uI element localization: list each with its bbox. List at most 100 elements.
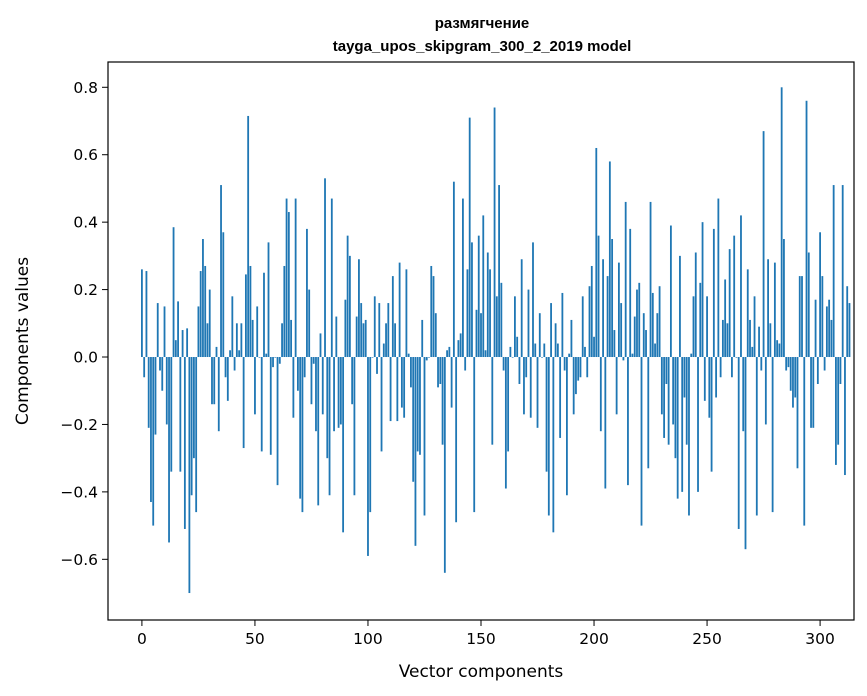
bar — [787, 357, 790, 368]
bar — [780, 87, 783, 358]
bar — [473, 357, 476, 513]
bar — [509, 346, 512, 358]
bar — [841, 185, 844, 358]
bar — [835, 357, 837, 465]
bar — [556, 343, 559, 358]
bar — [156, 303, 159, 358]
bar — [208, 289, 211, 358]
y-tick-label: −0.2 — [60, 416, 98, 434]
bar — [238, 350, 241, 358]
bar — [369, 357, 372, 513]
bar — [532, 242, 534, 358]
bar — [541, 357, 543, 358]
bar — [823, 357, 826, 371]
bar — [728, 249, 731, 358]
bar — [814, 299, 817, 358]
bar — [312, 357, 315, 364]
bar — [439, 357, 442, 384]
bar — [468, 117, 471, 358]
bar — [491, 357, 494, 445]
bar — [419, 357, 421, 455]
bar — [385, 323, 387, 358]
bar — [204, 265, 207, 358]
bar — [663, 357, 666, 438]
bar — [475, 309, 478, 358]
bar — [319, 333, 322, 358]
bar — [168, 357, 170, 543]
bar — [744, 357, 747, 550]
bar — [493, 107, 496, 358]
bar — [186, 328, 189, 358]
bar — [773, 262, 776, 358]
bar — [764, 357, 767, 425]
bar — [141, 269, 143, 358]
bar — [543, 343, 546, 358]
bar — [660, 357, 663, 415]
bar — [355, 316, 358, 358]
bar — [310, 357, 313, 405]
bar — [717, 198, 720, 358]
bar — [647, 357, 650, 469]
bar — [324, 178, 326, 358]
bar — [263, 272, 265, 358]
bar — [715, 357, 718, 398]
x-axis-label: Vector components — [399, 662, 564, 682]
bar — [371, 357, 374, 358]
bar — [604, 357, 607, 489]
bar — [240, 323, 243, 358]
bar — [638, 282, 641, 358]
bar — [480, 313, 482, 358]
bar — [269, 357, 272, 455]
bar — [224, 357, 227, 378]
bar — [785, 357, 788, 371]
bar — [152, 357, 155, 526]
bar — [674, 357, 677, 459]
bar — [737, 357, 740, 529]
bar — [595, 147, 598, 358]
bar — [640, 357, 643, 526]
bar — [423, 357, 426, 516]
bar — [215, 346, 218, 358]
chart-title-line1: размягчение — [435, 15, 530, 32]
bar — [597, 235, 600, 358]
bar — [721, 319, 724, 358]
bar — [455, 357, 458, 523]
bar — [789, 357, 792, 391]
bar — [147, 357, 150, 428]
bar — [213, 357, 216, 405]
bar — [172, 227, 175, 358]
bar — [724, 279, 727, 358]
bar — [306, 228, 308, 358]
bar — [602, 259, 604, 358]
bar — [767, 259, 769, 358]
bar — [197, 306, 200, 358]
bar — [256, 306, 259, 358]
bar — [516, 336, 519, 358]
bar — [398, 262, 401, 358]
bar — [694, 252, 697, 358]
bar — [394, 323, 396, 358]
bar — [346, 235, 349, 358]
bar — [726, 323, 729, 358]
bar — [285, 198, 288, 358]
bar — [579, 357, 582, 378]
bar — [193, 357, 195, 459]
bar — [590, 265, 593, 358]
bar — [608, 161, 611, 358]
bar — [624, 201, 627, 358]
bar — [342, 357, 345, 533]
bar — [819, 232, 821, 358]
bar — [380, 357, 383, 452]
bar — [753, 296, 756, 358]
y-tick-label: 0.4 — [73, 214, 98, 232]
bar — [518, 357, 521, 384]
bar — [552, 357, 555, 533]
bar — [202, 239, 204, 358]
bar — [844, 357, 846, 476]
y-tick-label: 0.6 — [73, 146, 98, 164]
bar — [249, 265, 252, 358]
x-tick-label: 0 — [137, 630, 147, 648]
bar — [554, 323, 557, 358]
bar — [251, 319, 254, 358]
